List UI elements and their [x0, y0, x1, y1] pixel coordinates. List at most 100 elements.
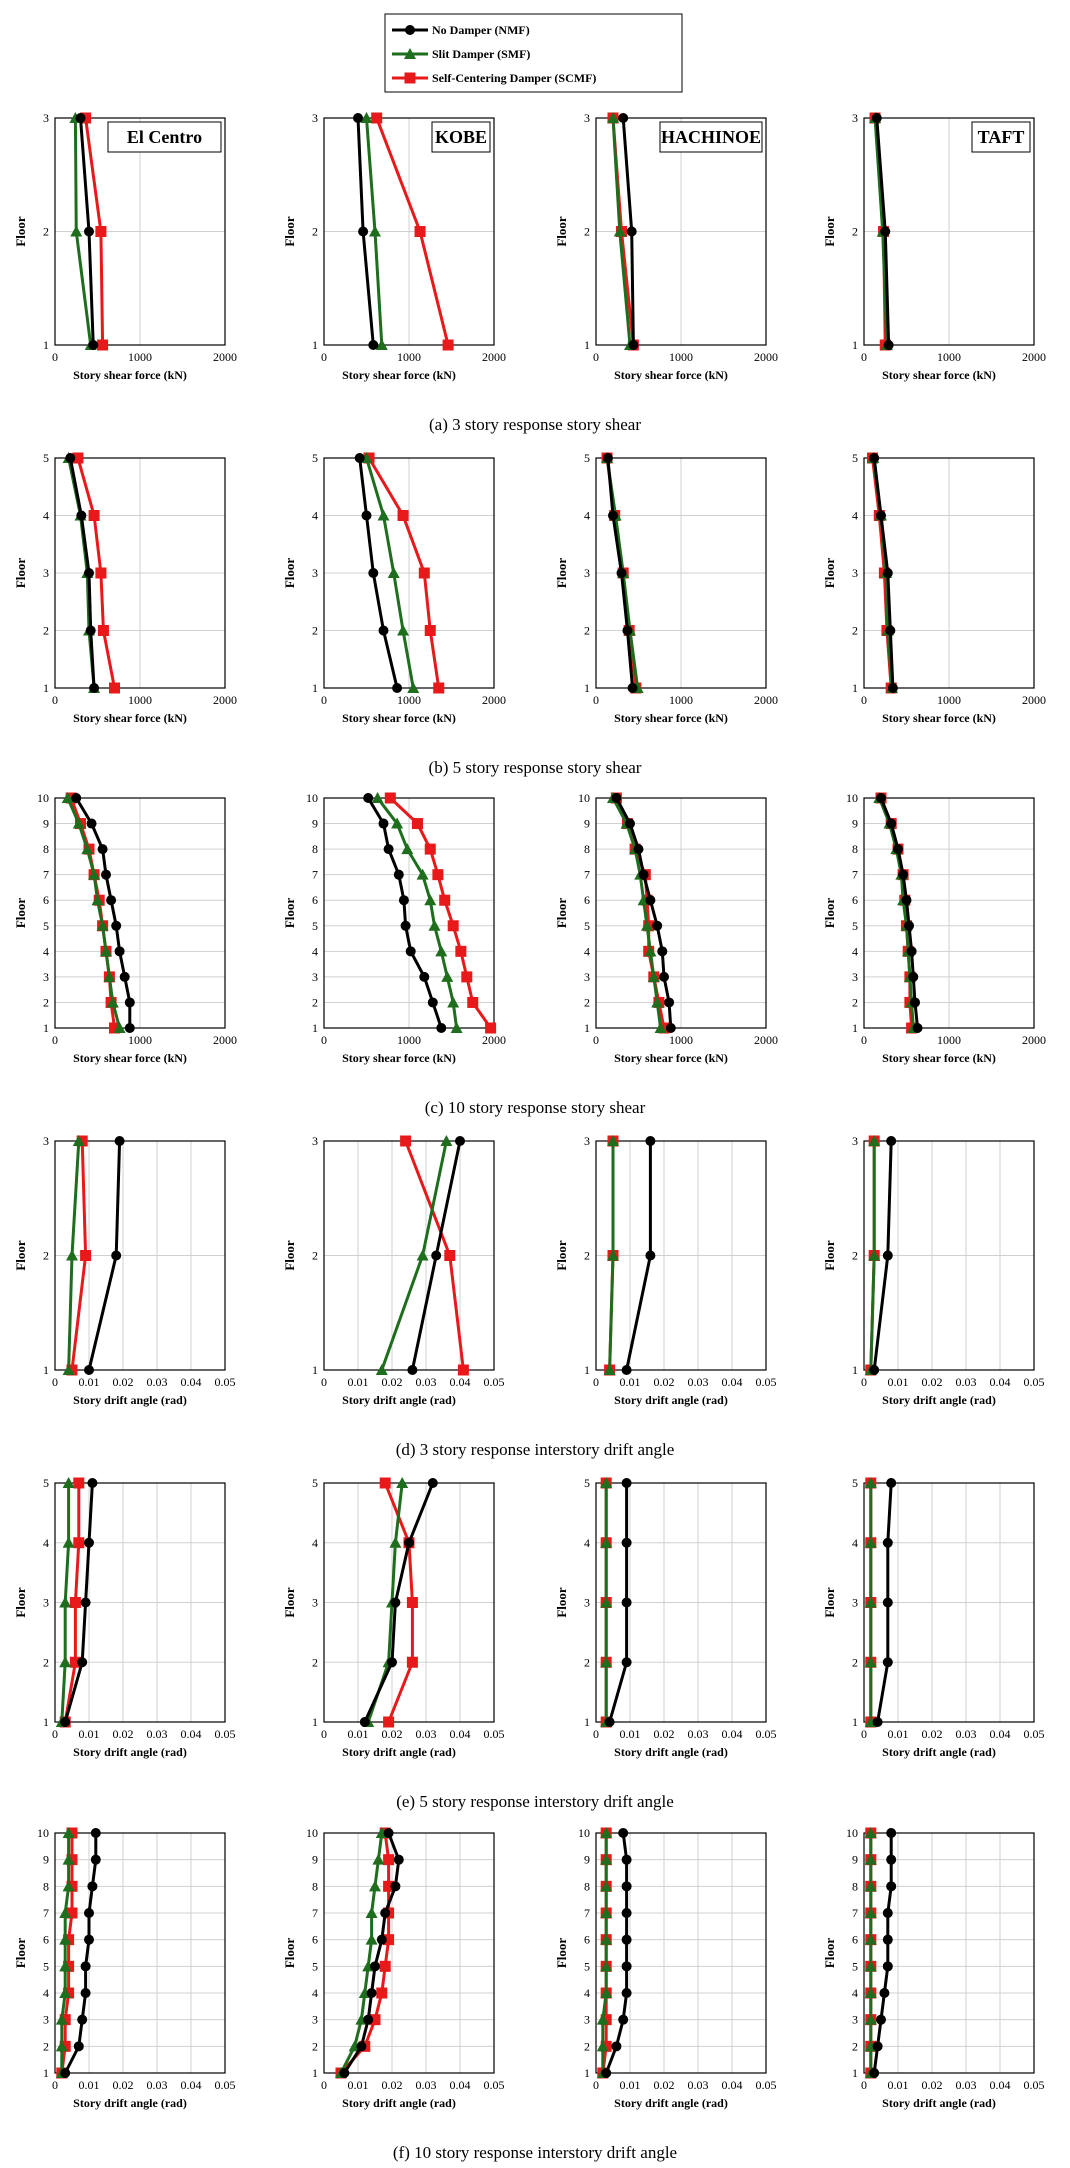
subplot-3-4: 1 2 3 4 5 6 7 8 9 10 Floor 0 1000 2000 Story shear for… — [822, 791, 1046, 1065]
panel-caption: (d) 3 story response interstory drift an… — [396, 1440, 675, 1459]
x-axis-label: Story drift angle (rad) — [73, 1745, 187, 1759]
data-point-scmf — [397, 510, 409, 521]
data-point-nmf — [893, 844, 903, 855]
plot-frame — [323, 797, 495, 1029]
data-point-nmf — [633, 844, 644, 855]
y-tick-label: 7 — [312, 1906, 318, 1920]
data-point-nmf — [621, 1657, 632, 1668]
y-tick-label: 8 — [43, 842, 49, 856]
y-tick-label: 4 — [584, 509, 590, 523]
data-point-nmf — [621, 1478, 632, 1488]
y-tick-label: 2 — [43, 1655, 49, 1669]
y-tick-label: 2 — [852, 624, 858, 638]
x-tick-label: 0.02 — [922, 2078, 943, 2092]
data-point-nmf — [882, 1250, 893, 1261]
data-point-scmf — [371, 112, 383, 124]
y-tick-label: 3 — [312, 111, 318, 125]
x-tick-label: 0.05 — [484, 1375, 505, 1389]
data-point-nmf — [882, 568, 893, 578]
y-tick-label: 3 — [312, 2013, 318, 2027]
y-tick-label: 3 — [852, 1134, 858, 1148]
x-axis-label: Story drift angle (rad) — [882, 1393, 996, 1407]
subplot-6-1: 1 2 3 4 5 6 7 8 9 10 Floor 0.01 0.02 0.03 0.04 0.05 0 Sto… — [13, 1826, 236, 2110]
data-point-smf — [613, 225, 626, 237]
x-tick-label: 0 — [52, 350, 58, 364]
x-tick-label: 0.05 — [756, 2078, 777, 2092]
data-point-smf — [62, 1364, 75, 1375]
x-tick-label: 0.05 — [215, 1727, 236, 1741]
panel-row-5: 1 2 3 4 5 Floor 0.01 0.02 0.03 0.04 0.05 0 Story dri… — [13, 1476, 1045, 1811]
data-point-scmf — [412, 818, 423, 830]
plot-frame — [54, 457, 226, 689]
data-point-nmf — [604, 1717, 615, 1727]
plot-frame — [863, 1482, 1035, 1723]
data-point-nmf — [885, 625, 896, 636]
data-point-scmf — [418, 567, 430, 579]
plot-frame — [54, 797, 226, 1029]
x-tick-label: 0 — [321, 1033, 327, 1047]
data-point-nmf — [621, 1881, 632, 1892]
y-axis-label: Floor — [554, 1587, 569, 1618]
data-point-smf — [389, 1536, 402, 1548]
x-tick-label: 0.03 — [147, 1727, 168, 1741]
data-point-scmf — [97, 625, 109, 636]
plot-frame — [595, 797, 767, 1029]
data-point-nmf — [363, 2014, 374, 2025]
subplot-title-box — [971, 121, 1031, 153]
data-point-nmf — [898, 869, 909, 880]
y-tick-label: 3 — [852, 566, 858, 580]
data-point-nmf — [876, 2014, 886, 2025]
x-axis-label: Story shear force (kN) — [73, 368, 187, 382]
data-point-nmf — [407, 1365, 418, 1375]
y-axis-label: Floor — [822, 558, 837, 589]
x-axis-label: Story drift angle (rad) — [342, 2096, 456, 2110]
data-point-nmf — [378, 818, 389, 829]
data-point-nmf — [87, 1478, 98, 1488]
x-tick-label: 0.01 — [79, 2078, 100, 2092]
y-tick-label: 4 — [852, 1536, 858, 1550]
data-point-nmf — [405, 946, 416, 957]
y-tick-label: 1 — [584, 1021, 590, 1035]
y-tick-label: 1 — [584, 1363, 590, 1377]
data-point-smf — [651, 996, 664, 1008]
y-tick-label: 2 — [43, 995, 49, 1009]
y-tick-label: 5 — [43, 1476, 49, 1490]
x-tick-label: 2000 — [482, 693, 506, 707]
x-tick-label-zero: 0 — [861, 2078, 867, 2092]
x-tick-label: 2000 — [213, 1033, 237, 1047]
y-axis-label: Floor — [282, 216, 297, 247]
data-point-nmf — [80, 1988, 91, 1998]
data-point-smf — [607, 112, 619, 123]
series-line-nmf — [879, 797, 920, 1029]
data-point-nmf — [65, 453, 76, 463]
data-point-smf — [360, 112, 373, 123]
y-axis-label: Floor — [282, 1938, 297, 1969]
data-point-nmf — [645, 895, 656, 906]
plot-frame — [595, 457, 767, 689]
x-tick-label: 0.04 — [722, 1375, 743, 1389]
plot-frame — [595, 117, 767, 346]
x-tick-label: 0.02 — [654, 2078, 675, 2092]
x-tick-label: 0.04 — [722, 1727, 743, 1741]
data-point-smf — [641, 919, 653, 931]
data-point-smf — [600, 1960, 613, 1972]
data-point-nmf — [354, 453, 365, 463]
data-point-nmf — [621, 1537, 632, 1548]
series-line-nmf — [604, 1832, 629, 2074]
data-point-smf — [91, 894, 104, 906]
data-point-scmf — [69, 1656, 81, 1668]
y-tick-label: 4 — [584, 944, 590, 958]
panel-caption: (f) 10 story response interstory drift a… — [393, 2143, 677, 2162]
x-axis-label: Story shear force (kN) — [73, 1051, 187, 1065]
x-axis-label: Story drift angle (rad) — [614, 1393, 728, 1407]
y-tick-label: 9 — [43, 817, 49, 831]
subplot-1-2: 1 2 3 Floor 0 1000 2000 Story shear force (kN) K… — [282, 111, 506, 382]
y-tick-label: 4 — [312, 509, 318, 523]
y-tick-label: 4 — [43, 509, 49, 523]
y-tick-label: 7 — [852, 868, 858, 882]
panel-caption: (e) 5 story response interstory drift an… — [396, 1792, 674, 1811]
y-axis-label: Floor — [13, 216, 28, 247]
legend-label-scmf: Self-Centering Damper (SCMF) — [432, 71, 596, 85]
y-tick-label: 1 — [584, 681, 590, 695]
